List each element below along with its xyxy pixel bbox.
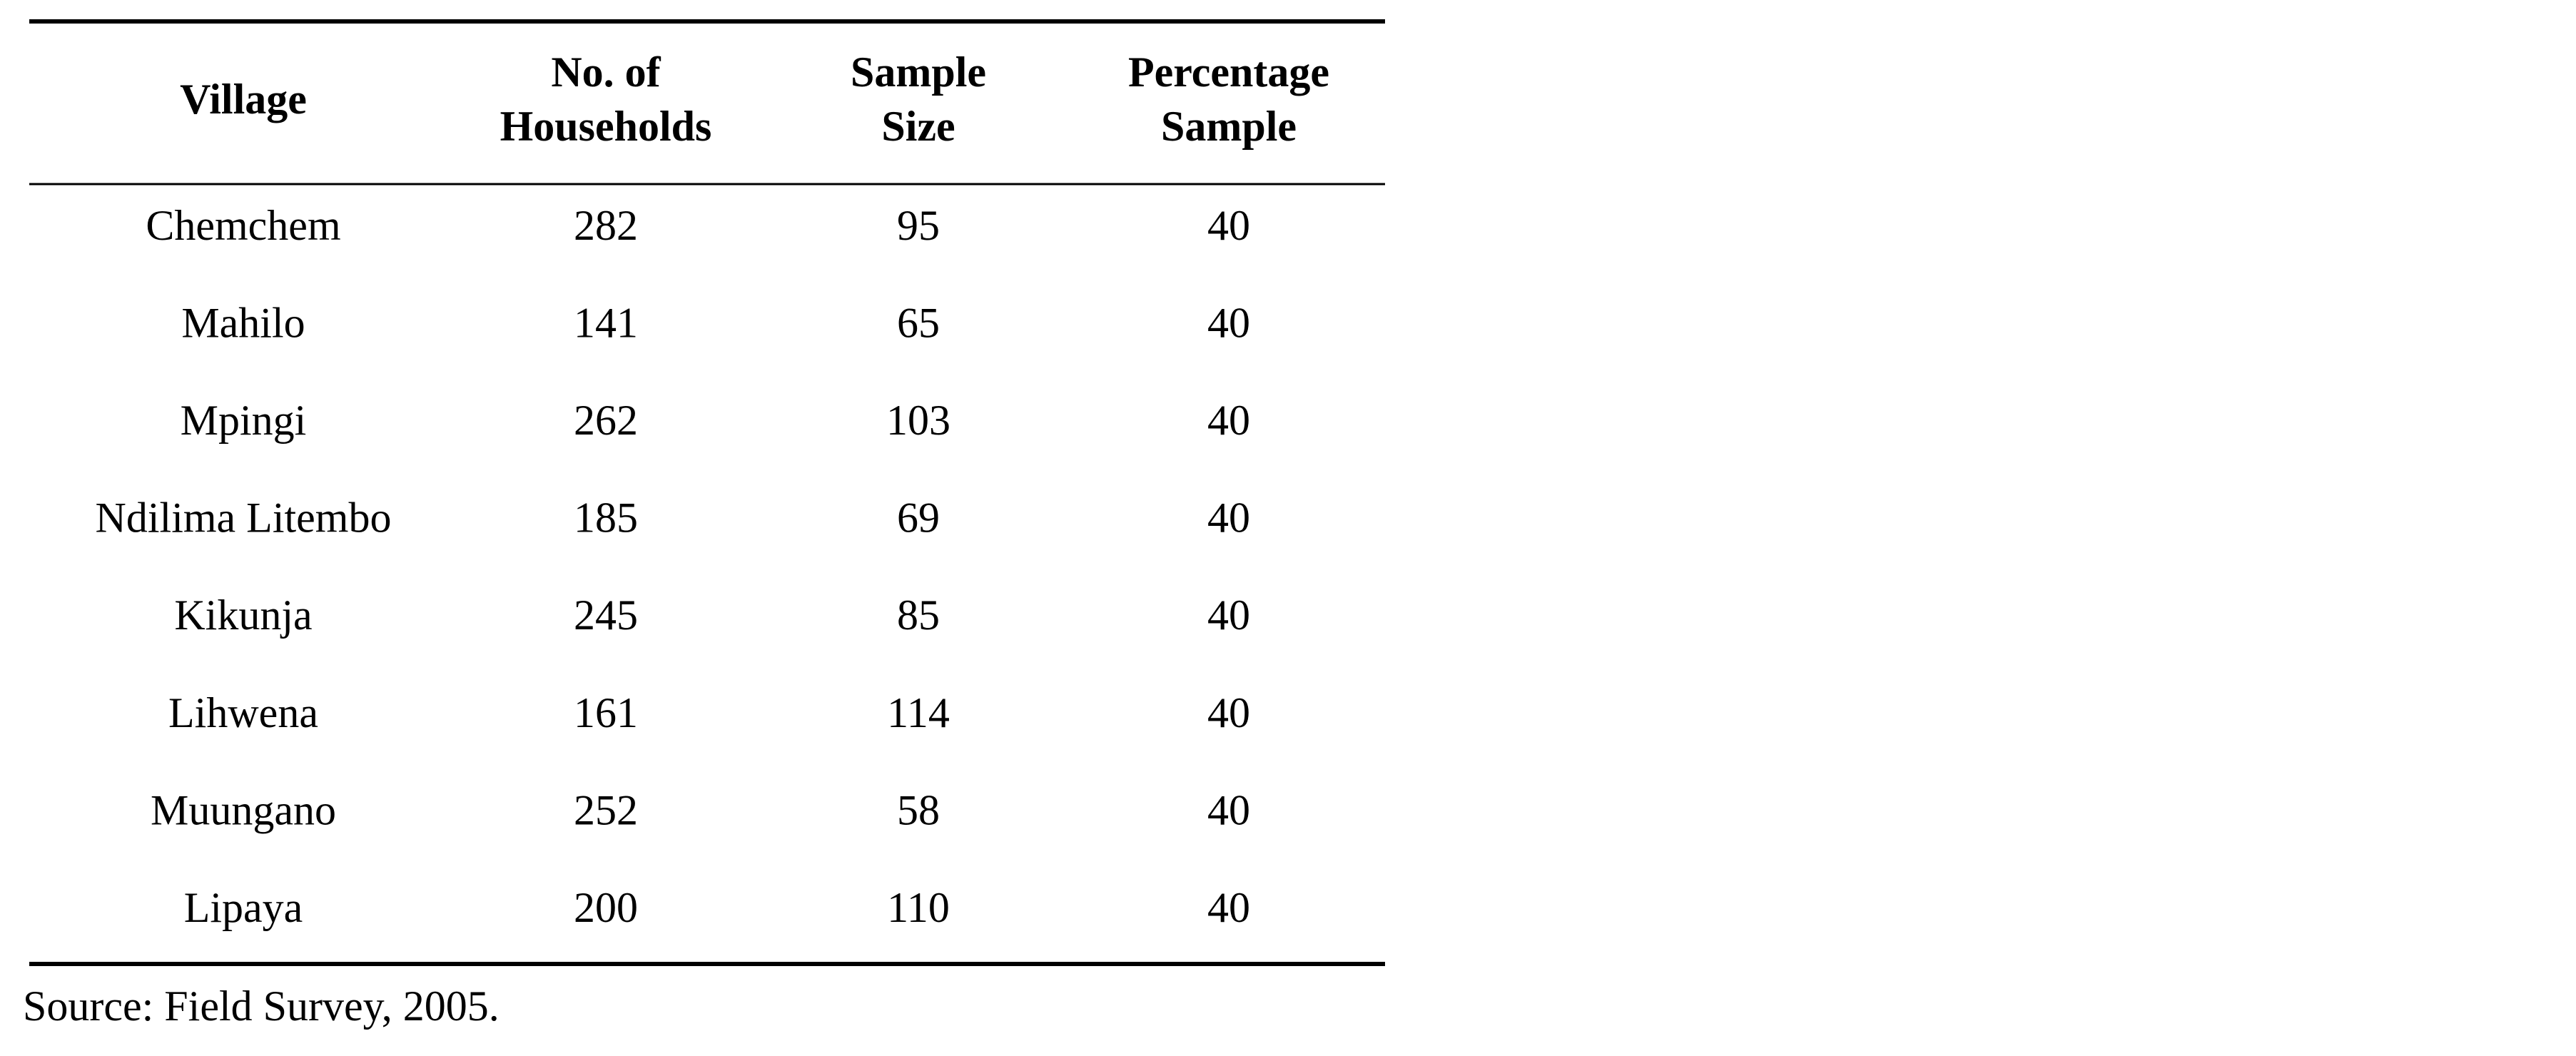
table-cell: Muungano	[151, 786, 336, 833]
table-cell: 40	[1207, 397, 1250, 444]
table-cell: 103	[886, 397, 950, 444]
header-cell: Households	[500, 103, 712, 150]
table-cell: 245	[574, 592, 638, 639]
table-cell: 252	[574, 786, 638, 833]
table-cell: 69	[897, 494, 940, 542]
table-cell: 282	[574, 202, 638, 249]
header-cell: Sample	[1161, 103, 1297, 150]
table-cell: 58	[897, 786, 940, 833]
table-cell: 114	[887, 689, 950, 736]
header-cell: Village	[180, 76, 307, 123]
table-cell: Chemchem	[146, 202, 340, 249]
table-cell: 95	[897, 202, 940, 249]
table-cell: 185	[574, 494, 638, 542]
header-cell: Sample	[851, 49, 986, 96]
header-cell: Percentage	[1128, 49, 1329, 96]
table-cell: 161	[574, 689, 638, 736]
table-cell: 110	[887, 884, 950, 931]
table-cell: 40	[1207, 884, 1250, 931]
table-cell: Lipaya	[184, 884, 303, 931]
table-cell: Ndilima Litembo	[96, 494, 392, 542]
table-cell: 40	[1207, 494, 1250, 542]
table-cell: 40	[1207, 689, 1250, 736]
table-cell: Mahilo	[181, 299, 305, 346]
table-cell: 262	[574, 397, 638, 444]
table-cell: 40	[1207, 592, 1250, 639]
table-cell: Kikunja	[174, 592, 312, 639]
source-note: Source: Field Survey, 2005.	[23, 983, 500, 1030]
table-cell: 40	[1207, 786, 1250, 833]
table-cell: 141	[574, 299, 638, 346]
table-cell: 85	[897, 592, 940, 639]
table-cell: 200	[574, 884, 638, 931]
table-cell: Lihwena	[168, 689, 318, 736]
table-cell: Mpingi	[181, 397, 307, 444]
table-cell: 40	[1207, 299, 1250, 346]
header-cell: Size	[881, 103, 955, 150]
table-cell: 65	[897, 299, 940, 346]
table-cell: 40	[1207, 202, 1250, 249]
header-cell: No. of	[551, 49, 661, 96]
